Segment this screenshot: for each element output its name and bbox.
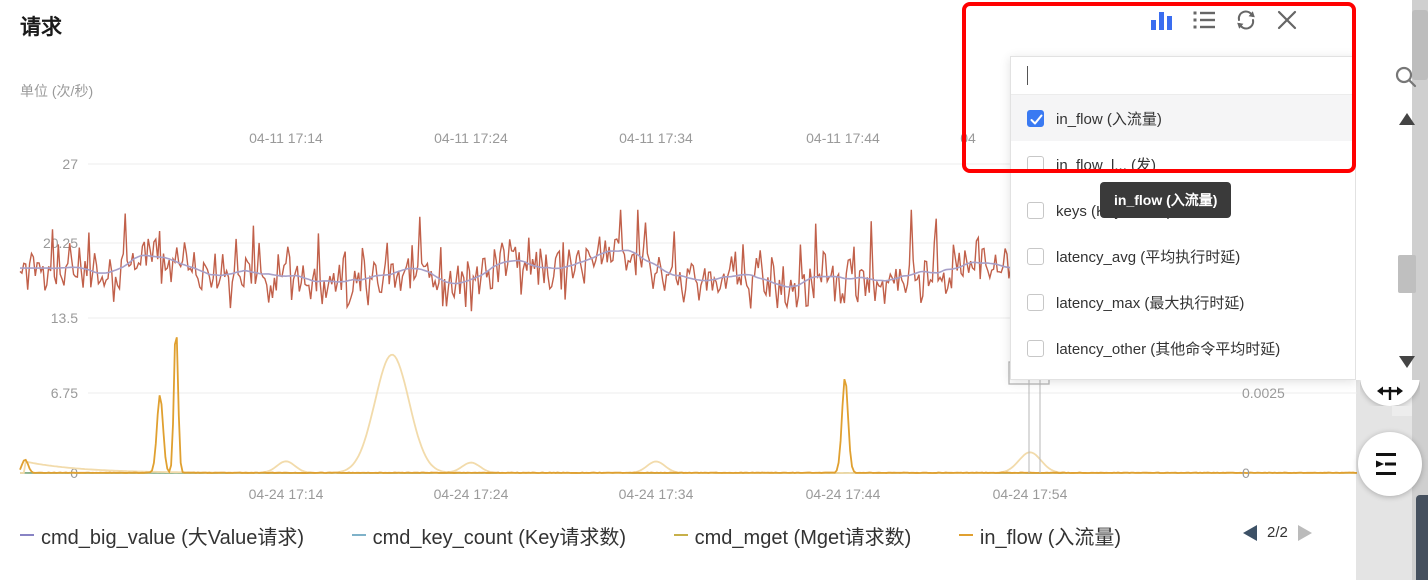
svg-text:13.5: 13.5 (51, 310, 78, 326)
svg-text:20.25: 20.25 (43, 235, 78, 251)
svg-text:04-24 17:44: 04-24 17:44 (806, 486, 881, 502)
svg-text:04-24 17:54: 04-24 17:54 (993, 486, 1068, 502)
svg-text:27: 27 (62, 156, 78, 172)
svg-text:04-11 17:34: 04-11 17:34 (619, 130, 693, 146)
svg-text:04-24 17:24: 04-24 17:24 (434, 486, 509, 502)
svg-text:04-11 17:14: 04-11 17:14 (249, 130, 323, 146)
svg-text:04-11 17:44: 04-11 17:44 (806, 130, 880, 146)
svg-text:04-11 17:24: 04-11 17:24 (434, 130, 508, 146)
svg-text:04-24 17:34: 04-24 17:34 (619, 486, 694, 502)
svg-text:6.75: 6.75 (51, 385, 78, 401)
svg-text:04: 04 (960, 130, 976, 146)
svg-text:04-24 17:14: 04-24 17:14 (249, 486, 324, 502)
